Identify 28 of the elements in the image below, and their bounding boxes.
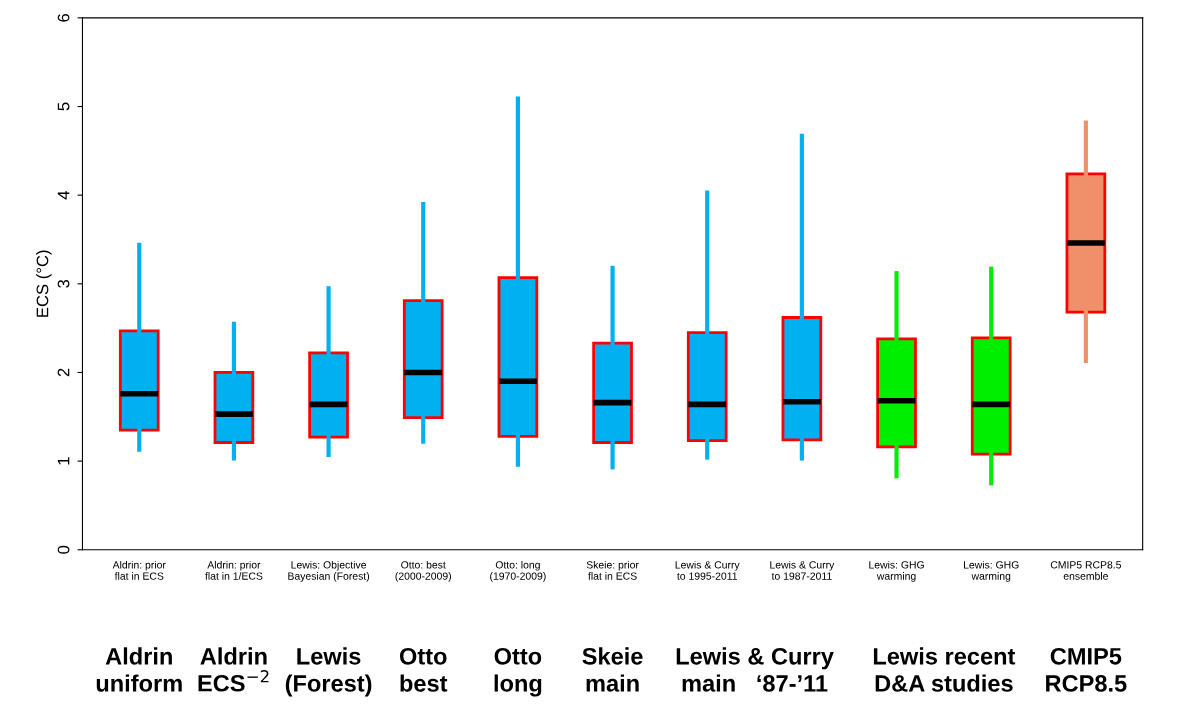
text: CMIP5 RCP8.5 [1046,647,1127,692]
x-tick-label: CMIP5 RCP8.5 ensemble [1050,561,1122,580]
x-tick-label: Skeie: prior flat in ECS [586,560,639,580]
x-tick-label: Aldrin: prior flat in 1/ECS [205,560,263,580]
y-tick-label: 1 [57,457,70,465]
x-tick-label: Lewis & Curry to 1995-2011 [675,560,740,580]
x-tick-label: Lewis & Curry to 1987-2011 [770,560,835,580]
text: Aldrin ECS$^{−2}$ [198,647,269,692]
y-tick-label: 6 [57,13,70,22]
y-tick-label: 5 [57,102,70,111]
text: Lewis (Forest) [285,647,372,697]
text: Otto best [399,647,448,692]
text: Skeie main [582,647,643,692]
x-tick-label: Aldrin: prior flat in ECS [112,560,166,580]
y-tick-label: 0 [57,545,70,554]
x-tick-label: Lewis: Objective Bayesian (Forest) [288,560,370,582]
y-tick-label: 2 [57,368,70,377]
x-tick-label: Otto: best (2000-2009) [395,560,451,582]
text: Aldrin uniform [96,647,182,692]
text: Lewis & Curry main ‘87-’11 [676,647,834,692]
x-tick-label: Otto: long (1970-2009) [490,560,546,582]
y-tick-label: 3 [57,279,70,288]
x-tick-label: Lewis: GHG warming [869,560,924,582]
x-tick-label: Lewis: GHG warming [963,560,1019,582]
text: Otto long [494,647,542,697]
y-tick-label: 4 [57,191,70,200]
text: Lewis recent D&A studies [873,647,1016,692]
y-axis-title: ECS (°C) [36,250,52,317]
